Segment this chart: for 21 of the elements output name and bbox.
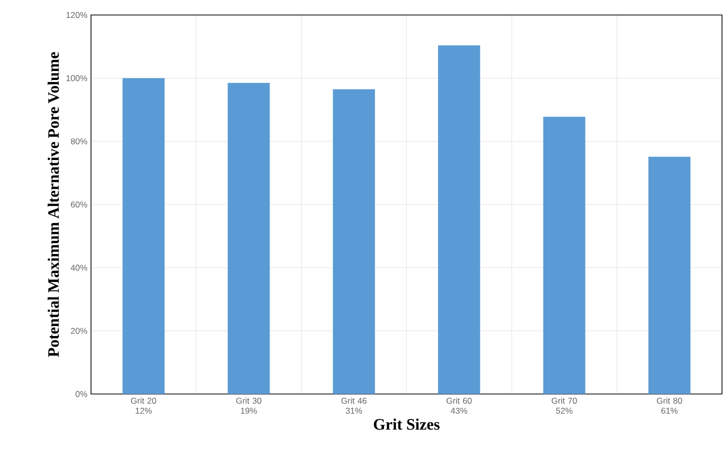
y-tick-label: 0%: [76, 391, 88, 397]
y-tick-label: 80%: [70, 138, 88, 144]
y-tick-label: 20%: [70, 328, 88, 334]
y-tick-label: 40%: [70, 264, 88, 271]
x-tick-label: Grit 30 19%: [236, 398, 262, 414]
bar: [122, 78, 165, 394]
x-tick-label: Grit 46 31%: [341, 398, 366, 414]
bar: [648, 156, 690, 394]
y-tick-label: 60%: [70, 202, 88, 208]
y-tick-label: 120%: [66, 12, 88, 18]
bar: [543, 116, 586, 394]
y-tick-label: 100%: [66, 75, 88, 82]
x-tick-label: Grit 80 61%: [656, 398, 682, 414]
bar: [228, 82, 270, 394]
y-axis-title: Potential Maximum Alternative Pore Volume: [48, 52, 59, 357]
x-tick-label: Grit 60 43%: [446, 398, 472, 414]
x-axis-title: Grit Sizes: [374, 418, 440, 430]
x-tick-label: Grit 20 12%: [131, 398, 156, 414]
bar: [438, 45, 480, 394]
x-tick-label: Grit 70 52%: [552, 398, 577, 414]
bar: [332, 89, 375, 394]
